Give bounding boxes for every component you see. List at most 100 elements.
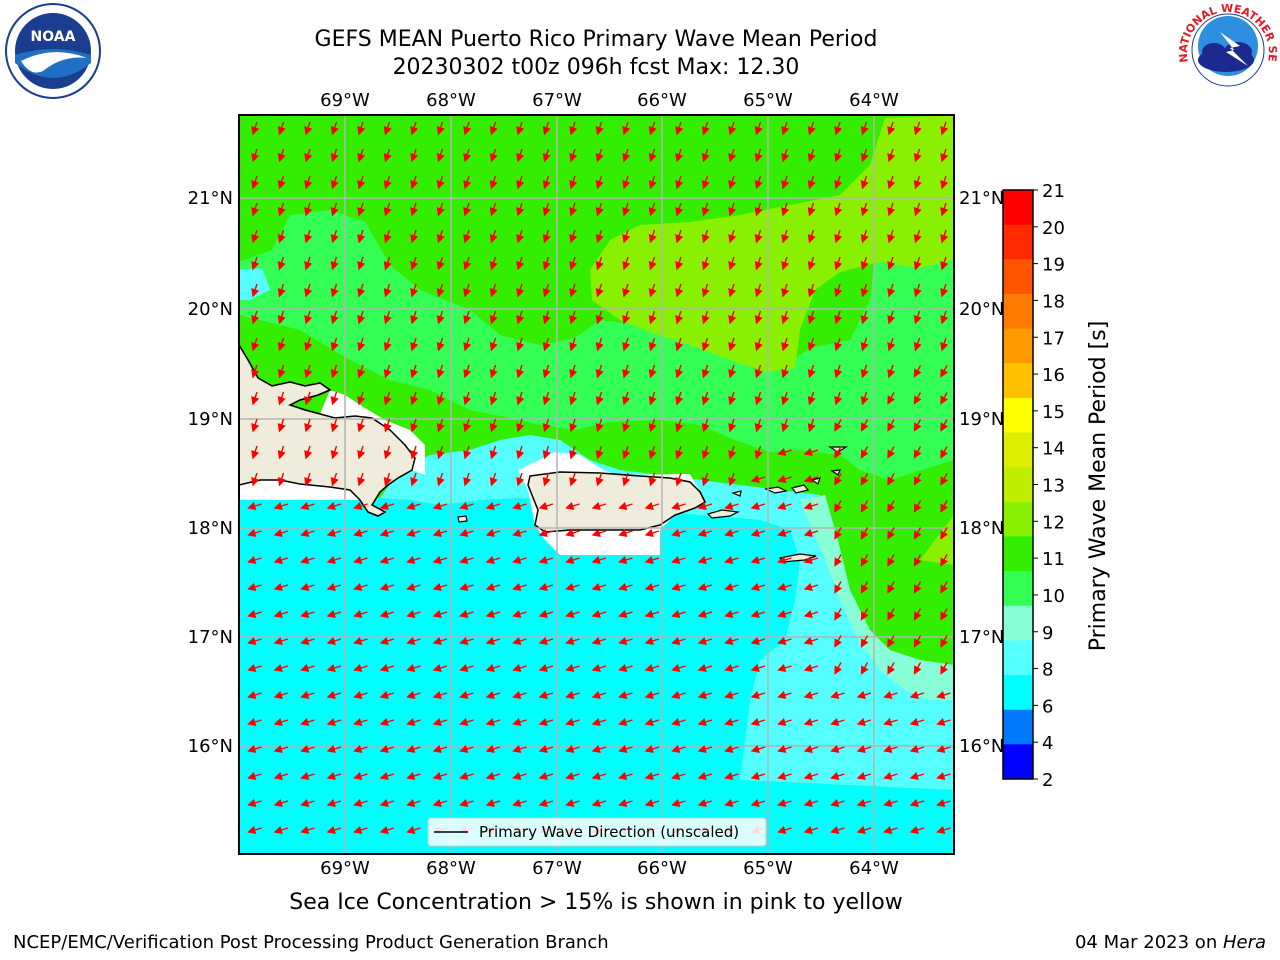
wave-arrow [675, 121, 684, 136]
wave-arrow [728, 283, 737, 298]
wave-arrow [675, 202, 684, 217]
colorbar-tick-label: 9 [1042, 623, 1053, 644]
wave-arrow [357, 310, 366, 325]
wave-arrow [701, 256, 710, 271]
wave-arrow [834, 500, 843, 513]
wave-arrow [406, 636, 421, 645]
wave-arrow [273, 717, 289, 726]
wave-arrow [595, 229, 604, 244]
wave-arrow [304, 121, 313, 136]
wave-arrow [591, 663, 607, 672]
wave-arrow [940, 473, 949, 486]
wave-arrow [251, 472, 260, 487]
colorbar-tick-label: 11 [1042, 549, 1065, 570]
wave-arrow [803, 474, 819, 483]
wave-arrow [913, 392, 922, 405]
wave-arrow [436, 202, 445, 217]
wave-arrow [538, 771, 554, 780]
wave-arrow [516, 310, 525, 325]
wave-arrow [913, 310, 922, 325]
wave-arrow [781, 283, 790, 298]
wave-arrow [622, 391, 631, 406]
wave-arrow [777, 555, 792, 564]
wave-arrow [489, 445, 498, 460]
wave-arrow [909, 744, 925, 753]
wave-arrow [595, 283, 604, 298]
wave-arrow [326, 663, 342, 672]
wave-arrow [406, 609, 421, 618]
wave-arrow [887, 310, 896, 325]
wave-arrow [754, 310, 763, 325]
wave-arrow [777, 798, 792, 807]
wave-arrow [538, 690, 554, 699]
wave-arrow [542, 121, 551, 136]
wave-arrow [648, 472, 657, 487]
lat-label: 20°N [959, 299, 1004, 320]
wave-arrow [936, 690, 951, 699]
wave-arrow [436, 121, 445, 136]
wave-arrow [671, 582, 686, 591]
wave-arrow [830, 690, 845, 699]
wave-arrow [913, 337, 922, 352]
wave-arrow [940, 392, 949, 405]
wave-arrow [463, 121, 472, 136]
wave-arrow [379, 771, 395, 780]
wave-arrow [591, 528, 607, 537]
noaa-logo-text: NOAA [31, 29, 76, 45]
wave-arrow [830, 825, 845, 834]
colorbar-tick-label: 20 [1042, 218, 1065, 239]
wave-arrow [644, 636, 660, 645]
wave-arrow [383, 283, 392, 298]
wave-arrow [834, 202, 843, 217]
wave-arrow [489, 256, 498, 271]
wave-arrow [463, 337, 472, 352]
wave-arrow [913, 283, 922, 298]
wave-arrow [300, 501, 315, 510]
wave-arrow [406, 744, 421, 753]
wave-arrow [300, 528, 315, 537]
wave-arrow [595, 202, 604, 217]
wave-arrow [485, 609, 501, 618]
wave-arrow [644, 717, 660, 726]
wave-arrow [701, 445, 710, 460]
wave-arrow [304, 418, 313, 433]
wave-arrow [675, 283, 684, 298]
wave-arrow [436, 310, 445, 325]
wave-arrow [277, 202, 286, 217]
wave-arrow [940, 148, 949, 163]
wave-arrow [754, 121, 763, 136]
wave-arrow [247, 825, 262, 834]
wave-arrow [887, 175, 896, 190]
wave-arrow [326, 798, 342, 807]
wave-arrow [542, 256, 551, 271]
wave-arrow [247, 798, 262, 807]
colorbar-tick-label: 6 [1042, 696, 1053, 717]
lon-label: 64°W [849, 90, 899, 111]
wave-arrow [803, 690, 819, 699]
wave-arrow [277, 175, 286, 190]
wave-arrow [622, 148, 631, 163]
wave-arrow [644, 798, 660, 807]
wave-arrow [569, 310, 578, 325]
wave-arrow [357, 121, 366, 136]
wave-arrow [516, 418, 525, 433]
wave-arrow [251, 418, 260, 433]
wave-arrow [750, 663, 766, 672]
wave-arrow [565, 771, 580, 780]
wave-arrow [512, 582, 527, 591]
wave-arrow [538, 582, 554, 591]
wave-arrow [406, 501, 421, 510]
wave-arrow [485, 771, 501, 780]
wave-arrow [330, 283, 339, 298]
wave-arrow [542, 337, 551, 352]
wave-arrow [569, 229, 578, 244]
wave-arrow [781, 418, 790, 433]
map-legend: Primary Wave Direction (unscaled) [427, 817, 767, 847]
wave-arrow [410, 148, 419, 163]
wave-arrow [512, 636, 527, 645]
wave-arrow [648, 391, 657, 406]
wave-arrow [913, 365, 922, 378]
wave-arrow [383, 229, 392, 244]
wave-arrow [485, 528, 501, 537]
wave-arrow [565, 582, 580, 591]
